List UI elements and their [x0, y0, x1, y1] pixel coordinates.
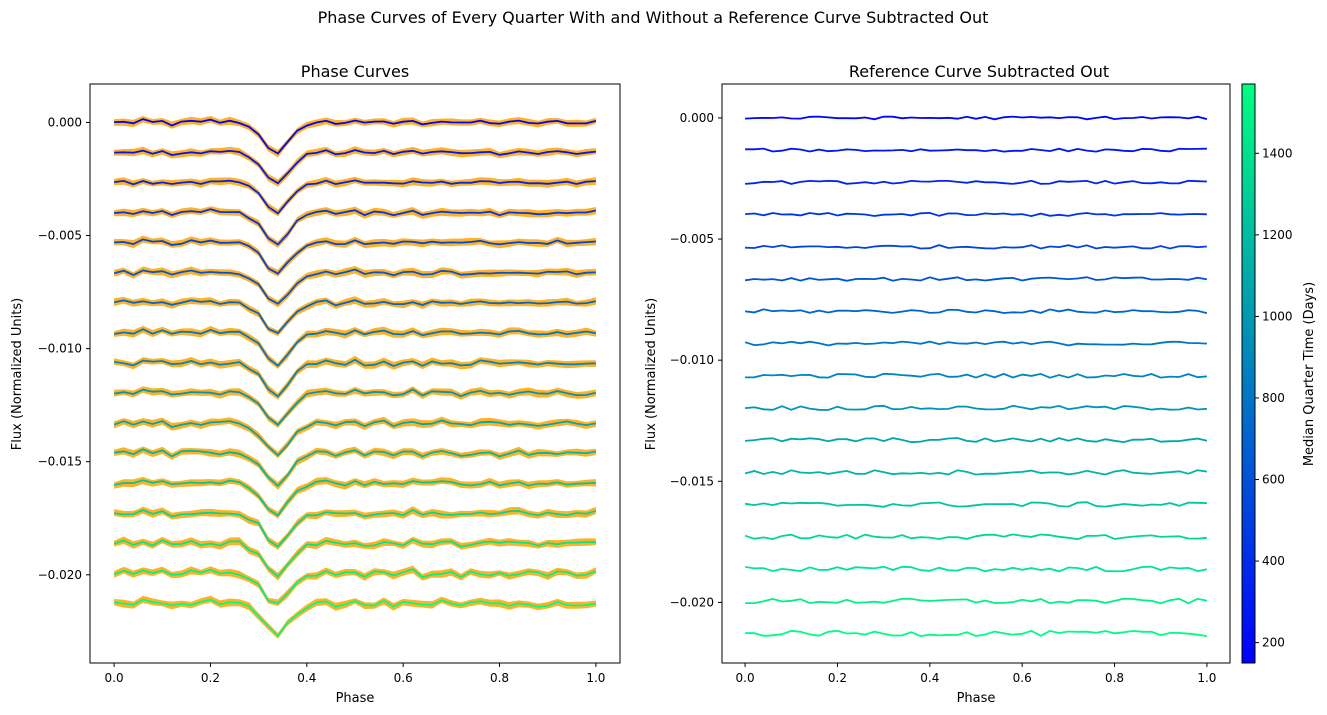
residual-line-15 [744, 565, 1208, 573]
x-tick-label: 0.2 [201, 671, 220, 685]
series-line-11 [113, 419, 597, 457]
series-envelope-16 [114, 565, 596, 606]
right-plot-area [744, 115, 1208, 638]
series-line-9 [113, 358, 596, 398]
residual-line-2 [745, 147, 1207, 153]
residual-line-12 [744, 469, 1208, 476]
series-line-15 [113, 538, 596, 578]
residual-line-4 [745, 211, 1207, 218]
series-line-2 [114, 149, 597, 185]
y-tick-label: −0.015 [670, 474, 714, 488]
series-line-13 [113, 479, 596, 517]
x-tick-label: 0.6 [394, 671, 413, 685]
series-line-12 [113, 448, 597, 488]
colorbar-tick-label: 200 [1262, 636, 1285, 650]
colorbar: 200 400 600 800 1000 1200 1400 Median Quarter … [1241, 83, 1317, 664]
series-envelope-7 [114, 296, 596, 337]
colorbar-ticks: 200 400 600 800 1000 1200 1400 [1255, 146, 1293, 650]
series-line-3 [113, 179, 596, 215]
series-envelope-11 [114, 416, 596, 459]
x-tick-label: 0.6 [1013, 671, 1032, 685]
right-x-axis-label: Phase [957, 691, 996, 706]
series-envelope-14 [114, 506, 596, 550]
series-line-8 [113, 328, 597, 368]
x-tick-label: 0.4 [920, 671, 939, 685]
colorbar-tick-label: 800 [1262, 391, 1285, 405]
x-tick-label: 0.8 [490, 671, 509, 685]
series-envelope-5 [114, 235, 596, 277]
left-axes-frame [89, 83, 621, 664]
x-tick-label: 1.0 [586, 671, 605, 685]
x-tick-label: 0.0 [105, 671, 124, 685]
left-y-axis-label: Flux (Normalized Units) [10, 298, 25, 450]
x-tick-label: 0.8 [1105, 671, 1124, 685]
colorbar-tick-label: 600 [1262, 473, 1285, 487]
series-line-17 [113, 598, 597, 638]
colorbar-tick-label: 1200 [1262, 228, 1293, 242]
series-line-6 [113, 268, 596, 305]
y-tick-label: −0.005 [670, 232, 714, 246]
left-panel-title: Phase Curves [301, 62, 409, 81]
y-tick-label: 0.000 [680, 111, 714, 125]
series-line-1 [114, 118, 597, 155]
series-line-5 [114, 238, 596, 275]
series-envelope-13 [114, 476, 596, 519]
residual-line-3 [745, 179, 1207, 185]
series-line-10 [113, 388, 597, 427]
colorbar-tick-label: 1400 [1262, 146, 1293, 160]
left-panel: Phase Curves 0.0 0.2 0.4 0.6 0.8 1.0 0.000 −0.… [10, 62, 621, 706]
left-x-axis-label: Phase [336, 691, 375, 706]
residual-line-8 [744, 340, 1207, 347]
colorbar-tick-label: 1000 [1262, 309, 1293, 323]
y-tick-label: −0.020 [38, 568, 82, 582]
y-tick-label: −0.020 [670, 595, 714, 609]
right-y-axis: 0.000 −0.005 −0.010 −0.015 −0.020 [670, 111, 722, 609]
right-x-axis: 0.0 0.2 0.4 0.6 0.8 1.0 [736, 663, 1216, 685]
series-line-4 [114, 208, 597, 246]
left-x-axis: 0.0 0.2 0.4 0.6 0.8 1.0 [105, 663, 605, 685]
y-tick-label: −0.010 [670, 353, 714, 367]
y-tick-label: 0.000 [48, 115, 82, 129]
residual-line-13 [744, 501, 1207, 508]
residual-line-10 [745, 404, 1207, 411]
right-y-axis-label: Flux (Normalized Units) [644, 298, 659, 450]
residual-line-16 [745, 597, 1208, 605]
residual-line-5 [745, 244, 1207, 250]
residual-line-1 [745, 115, 1208, 121]
series-line-14 [113, 508, 597, 548]
left-y-axis: 0.000 −0.005 −0.010 −0.015 −0.020 [38, 115, 90, 582]
residual-line-9 [745, 372, 1207, 379]
y-tick-label: −0.015 [38, 455, 82, 469]
series-envelope-6 [114, 266, 596, 308]
x-tick-label: 1.0 [1197, 671, 1216, 685]
y-tick-label: −0.010 [38, 342, 82, 356]
right-axes-frame [721, 83, 1231, 664]
residual-line-6 [744, 276, 1208, 282]
series-envelope-3 [114, 176, 596, 217]
x-tick-label: 0.4 [297, 671, 316, 685]
series-line-7 [113, 299, 597, 335]
residual-line-11 [745, 437, 1208, 444]
x-tick-label: 0.0 [736, 671, 755, 685]
right-panel: Reference Curve Subtracted Out 0.0 0.2 0.4… [644, 62, 1231, 706]
residual-line-17 [745, 629, 1208, 638]
figure-suptitle: Phase Curves of Every Quarter With and W… [318, 8, 989, 27]
left-plot-area [113, 115, 597, 639]
y-tick-label: −0.005 [38, 229, 82, 243]
residual-line-7 [744, 308, 1208, 314]
residual-line-14 [744, 533, 1207, 541]
colorbar-tick-label: 400 [1262, 554, 1285, 568]
series-envelope-17 [114, 595, 596, 639]
x-tick-label: 0.2 [828, 671, 847, 685]
series-line-16 [113, 568, 597, 605]
colorbar-gradient [1241, 83, 1256, 664]
colorbar-label: Median Quarter Time (Days) [1302, 282, 1317, 466]
right-panel-title: Reference Curve Subtracted Out [849, 62, 1109, 81]
